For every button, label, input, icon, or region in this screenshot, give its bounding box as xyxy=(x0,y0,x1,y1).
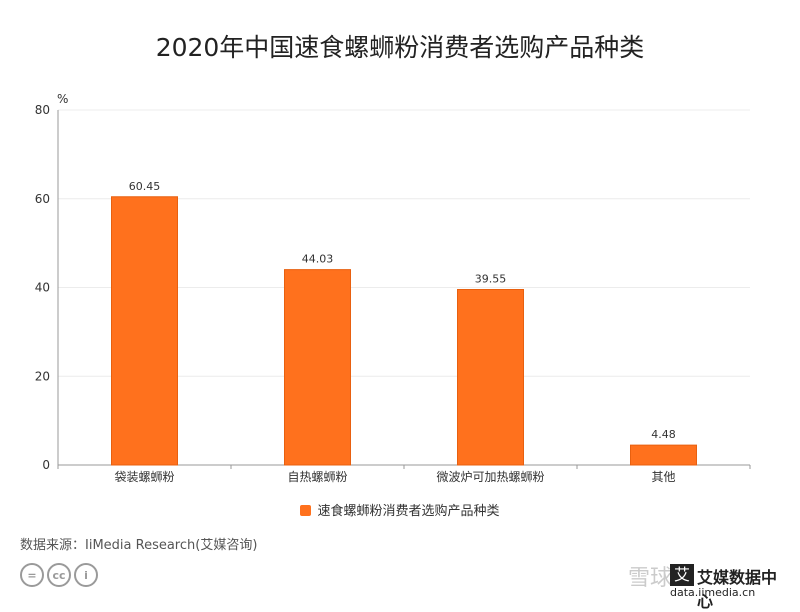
legend-swatch xyxy=(300,505,312,516)
x-tick-label: 自热螺蛳粉 xyxy=(287,470,347,484)
x-tick-label: 袋装螺蛳粉 xyxy=(114,470,174,484)
license-icons: = cc i xyxy=(20,563,98,587)
legend-label: 速食螺蛳粉消费者选购产品种类 xyxy=(317,504,500,519)
equals-icon: = xyxy=(20,563,44,587)
x-tick-label: 微波炉可加热螺蛳粉 xyxy=(436,470,544,484)
logo-url: data.iimedia.cn xyxy=(670,586,756,599)
labels: 0 20 40 60 80% 60.45 袋装螺蛳粉 44.03 自热螺蛳粉 39.55 微波炉可加… xyxy=(35,92,676,484)
data-label: 60.45 xyxy=(129,180,161,193)
data-label: 39.55 xyxy=(475,272,507,285)
legend: 速食螺蛳粉消费者选购产品种类 xyxy=(0,500,800,519)
bar xyxy=(457,288,524,466)
watermark: 雪球： 艾 艾媒数据中心 data.iimedia.cn xyxy=(544,558,794,611)
data-label: 4.48 xyxy=(651,428,676,441)
y-tick-label: 40 xyxy=(35,281,50,295)
source-note: 数据来源：IiMedia Research(艾媒咨询) xyxy=(20,538,258,553)
bar xyxy=(111,196,178,466)
y-tick-label: 0 xyxy=(42,458,50,472)
y-tick-label: 60 xyxy=(35,192,50,206)
y-axis-unit: % xyxy=(57,92,68,106)
cc-icon: cc xyxy=(47,563,71,587)
data-label: 44.03 xyxy=(302,253,334,266)
x-tick-label: 其他 xyxy=(651,470,675,484)
bars xyxy=(111,196,697,466)
y-tick-label: 20 xyxy=(35,369,50,383)
bar-chart: 0 20 40 60 80% 60.45 袋装螺蛳粉 44.03 自热螺蛳粉 39.55 微波炉可加… xyxy=(35,92,751,484)
bar xyxy=(630,444,697,466)
logo-mark: 艾 xyxy=(670,564,694,586)
y-tick-label: 80 xyxy=(35,103,50,117)
iimedia-logo: 艾 艾媒数据中心 data.iimedia.cn xyxy=(670,562,790,611)
person-icon: i xyxy=(74,563,98,587)
chart-title: 2020年中国速食螺蛳粉消费者选购产品种类 xyxy=(155,33,645,62)
bar xyxy=(284,269,351,466)
